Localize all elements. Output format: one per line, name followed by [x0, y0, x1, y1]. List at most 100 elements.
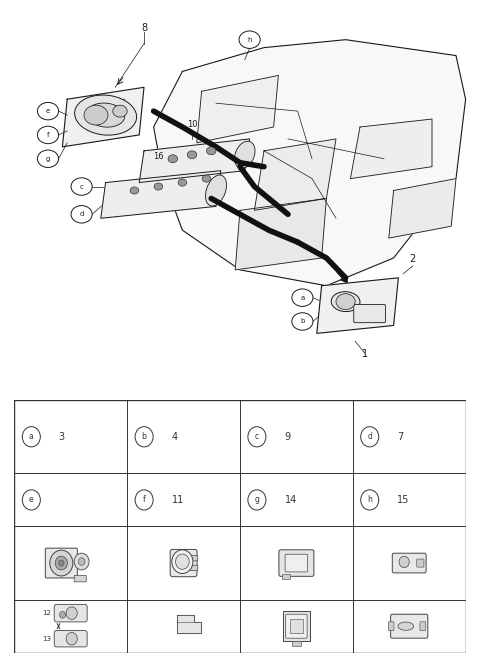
Circle shape — [135, 490, 153, 510]
Circle shape — [239, 31, 260, 49]
FancyBboxPatch shape — [292, 642, 301, 646]
FancyBboxPatch shape — [283, 611, 310, 642]
Circle shape — [60, 611, 66, 618]
Ellipse shape — [235, 141, 255, 169]
Text: c: c — [255, 432, 259, 441]
Polygon shape — [389, 178, 456, 238]
FancyBboxPatch shape — [417, 559, 424, 567]
Polygon shape — [62, 87, 144, 147]
Text: h: h — [367, 495, 372, 504]
Circle shape — [202, 175, 211, 182]
Text: 7: 7 — [397, 432, 403, 441]
FancyBboxPatch shape — [191, 556, 198, 561]
Text: g: g — [46, 155, 50, 162]
Text: 16: 16 — [153, 152, 164, 161]
Text: e: e — [46, 108, 50, 114]
Circle shape — [206, 147, 216, 155]
Text: 14: 14 — [285, 495, 297, 505]
Circle shape — [22, 490, 40, 510]
Polygon shape — [235, 198, 326, 270]
Circle shape — [113, 105, 127, 117]
FancyBboxPatch shape — [391, 614, 428, 638]
Text: b: b — [142, 432, 146, 441]
Circle shape — [292, 289, 313, 306]
Text: 9: 9 — [284, 432, 290, 441]
Polygon shape — [101, 171, 221, 218]
Circle shape — [78, 558, 85, 565]
Circle shape — [135, 426, 153, 447]
Circle shape — [55, 556, 67, 570]
Circle shape — [292, 313, 313, 330]
Text: a: a — [29, 432, 34, 441]
Circle shape — [248, 490, 266, 510]
Ellipse shape — [86, 103, 125, 127]
Text: e: e — [29, 495, 34, 504]
Polygon shape — [317, 278, 398, 333]
Circle shape — [22, 426, 40, 447]
FancyBboxPatch shape — [74, 575, 86, 582]
Polygon shape — [139, 139, 250, 182]
Circle shape — [37, 126, 59, 144]
Circle shape — [66, 632, 77, 645]
Circle shape — [37, 150, 59, 167]
Circle shape — [130, 187, 139, 194]
FancyBboxPatch shape — [279, 550, 314, 577]
FancyBboxPatch shape — [388, 622, 394, 630]
Circle shape — [59, 560, 64, 566]
FancyBboxPatch shape — [170, 550, 197, 577]
Circle shape — [172, 550, 193, 573]
FancyBboxPatch shape — [286, 614, 307, 638]
Ellipse shape — [398, 622, 414, 630]
Circle shape — [176, 554, 189, 569]
FancyBboxPatch shape — [282, 575, 289, 579]
Text: 12: 12 — [43, 610, 51, 616]
Text: 10: 10 — [187, 120, 197, 129]
Text: f: f — [47, 132, 49, 138]
Text: b: b — [300, 318, 305, 325]
Text: d: d — [367, 432, 372, 441]
Polygon shape — [197, 75, 278, 143]
FancyBboxPatch shape — [54, 604, 87, 622]
Circle shape — [336, 294, 355, 310]
Text: g: g — [254, 495, 259, 504]
Circle shape — [71, 205, 92, 223]
Text: 13: 13 — [42, 636, 51, 642]
Circle shape — [74, 553, 89, 570]
FancyBboxPatch shape — [420, 622, 426, 630]
Circle shape — [187, 151, 197, 159]
Circle shape — [360, 426, 379, 447]
Polygon shape — [254, 139, 336, 211]
FancyBboxPatch shape — [392, 553, 426, 573]
Circle shape — [154, 183, 163, 190]
Circle shape — [71, 178, 92, 195]
Circle shape — [66, 607, 77, 619]
Text: 11: 11 — [172, 495, 184, 505]
Circle shape — [37, 102, 59, 120]
Circle shape — [178, 179, 187, 186]
Text: 1: 1 — [362, 349, 368, 359]
Text: a: a — [300, 295, 304, 300]
Text: 3: 3 — [59, 432, 65, 441]
Ellipse shape — [74, 95, 137, 135]
Ellipse shape — [331, 292, 360, 312]
Circle shape — [360, 490, 379, 510]
Polygon shape — [350, 119, 432, 178]
Circle shape — [399, 556, 409, 567]
Text: d: d — [79, 211, 84, 217]
FancyBboxPatch shape — [191, 565, 198, 571]
Ellipse shape — [205, 175, 227, 206]
Circle shape — [248, 426, 266, 447]
Polygon shape — [177, 615, 201, 632]
Text: h: h — [247, 37, 252, 43]
Text: 8: 8 — [141, 23, 147, 33]
Text: 15: 15 — [397, 495, 410, 505]
FancyBboxPatch shape — [354, 304, 385, 323]
Text: c: c — [80, 184, 84, 190]
Circle shape — [168, 155, 178, 163]
Circle shape — [84, 105, 108, 125]
Polygon shape — [154, 39, 466, 286]
FancyBboxPatch shape — [285, 554, 308, 572]
Text: f: f — [143, 495, 145, 504]
FancyBboxPatch shape — [290, 619, 302, 633]
Text: 2: 2 — [409, 254, 416, 264]
